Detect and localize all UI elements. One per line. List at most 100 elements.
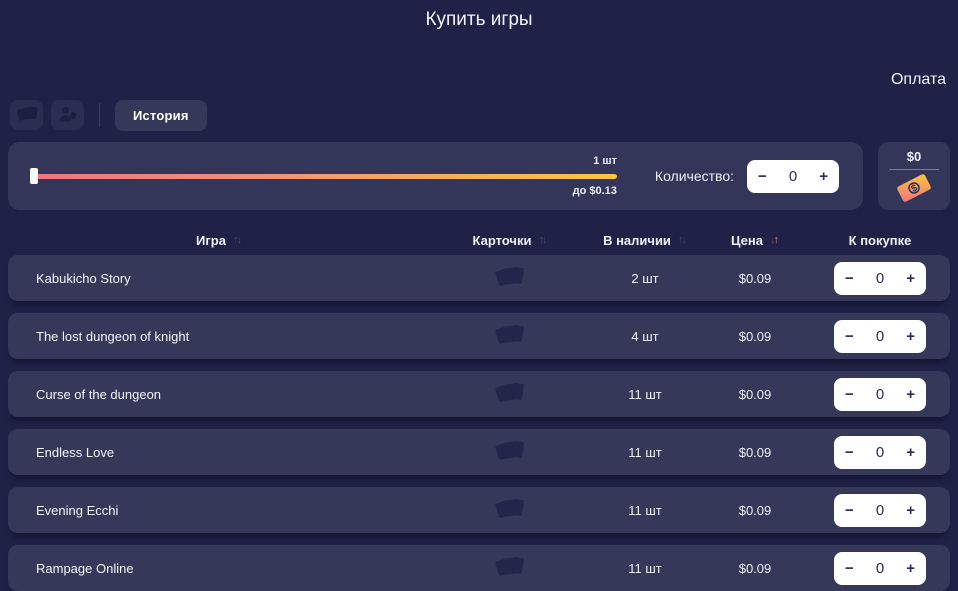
table-row: Endless Love 11 шт $0.09 − 0 + xyxy=(8,429,950,475)
cards-icon xyxy=(494,552,526,585)
cards-icon xyxy=(494,378,526,411)
page-title: Купить игры xyxy=(425,9,533,30)
sort-icon: ↑ ↓ xyxy=(677,234,687,246)
price: $0.09 xyxy=(738,560,772,576)
decrease-button[interactable]: − xyxy=(845,269,854,287)
available-count: 11 шт xyxy=(628,444,662,460)
quantity-slider-panel: 1 шт до $0.13 Количество: − 0 + xyxy=(8,142,863,210)
price: $0.09 xyxy=(738,444,772,460)
cards-icon xyxy=(494,436,526,469)
game-name: The lost dungeon of knight xyxy=(36,328,190,344)
cards-icon xyxy=(494,494,526,527)
slider-count-label: 1 шт xyxy=(593,155,617,167)
purchase-cell: − 0 + xyxy=(810,319,950,353)
game-name: Rampage Online xyxy=(36,560,134,576)
price-slider-track[interactable] xyxy=(32,173,617,179)
balance-divider xyxy=(889,169,939,170)
decrease-button[interactable]: − xyxy=(845,559,854,577)
quantity-stepper: − 0 + xyxy=(834,435,926,469)
quantity-value: 0 xyxy=(875,327,885,345)
table-row: Kabukicho Story 2 шт $0.09 − 0 + xyxy=(8,255,950,301)
increase-button[interactable]: + xyxy=(906,385,915,403)
quantity-stepper: − 0 + xyxy=(834,493,926,527)
quantity-value: 0 xyxy=(788,167,798,185)
game-name: Evening Ecchi xyxy=(36,502,119,518)
svg-text:$: $ xyxy=(909,183,919,196)
available-count: 11 шт xyxy=(628,560,662,576)
table-row: Evening Ecchi 11 шт $0.09 − 0 + xyxy=(8,487,950,533)
slider-wrap: 1 шт до $0.13 xyxy=(30,142,617,210)
header-price[interactable]: Цена ↓ ↑ xyxy=(731,232,779,248)
quantity-value: 0 xyxy=(875,269,885,287)
decrease-button[interactable]: − xyxy=(845,501,854,519)
header-available[interactable]: В наличии ↑ ↓ xyxy=(603,232,687,248)
quantity-stepper: − 0 + xyxy=(834,319,926,353)
cards-cell xyxy=(430,262,590,295)
header-game[interactable]: Игра ↑ ↓ xyxy=(196,232,242,248)
table-header: Игра ↑ ↓ Карточки ↑ ↓ В наличии ↑ ↓ Цена ↓ ↑… xyxy=(8,225,950,255)
game-name: Endless Love xyxy=(36,444,115,460)
table-row: The lost dungeon of knight 4 шт $0.09 − … xyxy=(8,313,950,359)
quantity-value: 0 xyxy=(875,559,885,577)
game-name: Kabukicho Story xyxy=(36,270,131,286)
decrease-button[interactable]: − xyxy=(845,443,854,461)
quantity-label: Количество: xyxy=(654,168,734,184)
increase-button[interactable]: + xyxy=(906,269,915,287)
available-count: 11 шт xyxy=(628,386,662,402)
user-cards-icon xyxy=(58,105,78,126)
money-icon: $ xyxy=(894,172,934,209)
toolbar-divider xyxy=(99,103,100,127)
available-count: 11 шт xyxy=(628,502,662,518)
purchase-cell: − 0 + xyxy=(810,435,950,469)
increase-button[interactable]: + xyxy=(819,167,828,185)
cards-icon xyxy=(494,320,526,353)
decrease-button[interactable]: − xyxy=(845,385,854,403)
increase-button[interactable]: + xyxy=(906,327,915,345)
quantity-stepper: − 0 + xyxy=(834,551,926,585)
game-table-body: Kabukicho Story 2 шт $0.09 − 0 + xyxy=(0,255,958,591)
cards-icon xyxy=(16,104,38,127)
price: $0.09 xyxy=(738,502,772,518)
history-button[interactable]: История xyxy=(115,99,207,131)
price: $0.09 xyxy=(738,270,772,286)
balance-amount: $0 xyxy=(906,149,922,164)
purchase-cell: − 0 + xyxy=(810,377,950,411)
purchase-cell: − 0 + xyxy=(810,261,950,295)
header-purchase: К покупке xyxy=(848,232,912,248)
purchase-cell: − 0 + xyxy=(810,493,950,527)
quantity-value: 0 xyxy=(875,501,885,519)
increase-button[interactable]: + xyxy=(906,559,915,577)
slider-max-price-label: до $0.13 xyxy=(572,185,617,197)
decrease-button[interactable]: − xyxy=(758,167,767,185)
sort-icon: ↑ ↓ xyxy=(538,234,547,246)
global-quantity-stepper: − 0 + xyxy=(747,159,839,193)
decrease-button[interactable]: − xyxy=(845,327,854,345)
quantity-stepper: − 0 + xyxy=(834,261,926,295)
quantity-stepper: − 0 + xyxy=(834,377,926,411)
cards-filter-button[interactable] xyxy=(10,100,43,130)
cards-cell xyxy=(430,436,590,469)
sort-icon-active: ↓ ↑ xyxy=(769,234,779,246)
price-slider-thumb[interactable] xyxy=(30,168,38,184)
controls-row: 1 шт до $0.13 Количество: − 0 + $0 xyxy=(8,142,950,210)
quantity-value: 0 xyxy=(875,385,885,403)
increase-button[interactable]: + xyxy=(906,501,915,519)
payment-heading: Оплата xyxy=(890,71,946,88)
quantity-value: 0 xyxy=(875,443,885,461)
table-row: Rampage Online 11 шт $0.09 − 0 + xyxy=(8,545,950,591)
price: $0.09 xyxy=(738,386,772,402)
balance-panel[interactable]: $0 $ xyxy=(878,142,950,210)
header-cards[interactable]: Карточки ↑ ↓ xyxy=(472,232,548,248)
cards-icon xyxy=(494,262,526,295)
increase-button[interactable]: + xyxy=(906,443,915,461)
available-count: 4 шт xyxy=(631,328,659,344)
user-trade-button[interactable] xyxy=(51,100,84,130)
available-count: 2 шт xyxy=(631,270,659,286)
toolbar: История xyxy=(10,99,958,131)
sort-icon: ↑ ↓ xyxy=(232,234,242,246)
cards-cell xyxy=(430,552,590,585)
purchase-cell: − 0 + xyxy=(810,551,950,585)
cards-cell xyxy=(430,494,590,527)
game-name: Curse of the dungeon xyxy=(36,386,162,402)
cards-cell xyxy=(430,320,590,353)
